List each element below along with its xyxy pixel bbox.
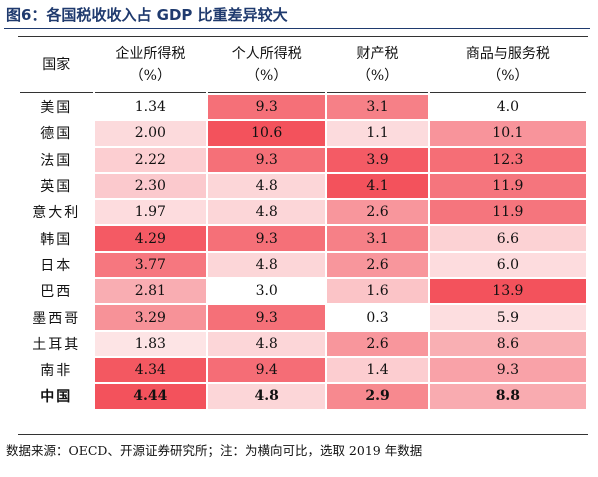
value-cell: 4.44: [94, 384, 207, 409]
table-row: 南非 4.34 9.4 1.4 9.3: [20, 357, 586, 383]
header-unit: （%）: [487, 68, 529, 84]
value-cell: 1.4: [327, 357, 428, 383]
value-cell: 3.9: [327, 147, 428, 172]
value-cell: 4.29: [94, 226, 207, 251]
value-cell: 4.8: [208, 200, 326, 225]
value-cell: 11.9: [429, 200, 586, 225]
country-cell: 南非: [40, 363, 73, 380]
column-header: 财产税 （%）: [327, 38, 428, 93]
value-cell: 4.8: [208, 173, 326, 199]
country-cell: 中国: [40, 389, 73, 406]
table-row: 日本 3.77 4.8 2.6 6.0: [20, 252, 586, 278]
value-cell: 0.3: [327, 305, 428, 330]
value-cell: 8.8: [429, 384, 586, 409]
table-bottom-rule: [18, 434, 588, 435]
value-cell: 10.6: [208, 121, 326, 146]
value-cell: 3.0: [208, 279, 326, 304]
table-row: 意大利 1.97 4.8 2.6 11.9: [20, 200, 586, 225]
country-cell: 法国: [40, 152, 73, 169]
value-cell: 4.8: [208, 252, 326, 278]
table-row: 巴西 2.81 3.0 1.6 13.9: [20, 279, 586, 304]
country-cell: 土耳其: [32, 336, 81, 353]
value-cell: 3.1: [327, 226, 428, 251]
value-cell: 2.30: [94, 173, 207, 199]
column-header: 个人所得税 （%）: [208, 38, 326, 93]
table-row: 美国 1.34 9.3 3.1 4.0: [20, 95, 586, 120]
header-name: 个人所得税: [231, 46, 302, 62]
value-cell: 4.0: [429, 95, 586, 120]
value-cell: 11.9: [429, 173, 586, 199]
header-row: 国家 企业所得税 （%） 个人所得税 （%） 财产税 （%） 商品与服务税 （%）: [20, 38, 586, 93]
value-cell: 2.22: [94, 147, 207, 172]
value-cell: 4.8: [208, 331, 326, 356]
column-header: 国家: [20, 38, 93, 93]
country-cell: 意大利: [32, 205, 81, 222]
value-cell: 1.97: [94, 200, 207, 225]
value-cell: 9.3: [208, 305, 326, 330]
value-cell: 9.3: [208, 147, 326, 172]
value-cell: 2.6: [327, 200, 428, 225]
value-cell: 2.9: [327, 384, 428, 409]
value-cell: 3.77: [94, 252, 207, 278]
table-row: 土耳其 1.83 4.8 2.6 8.6: [20, 331, 586, 356]
tax-table: 国家 企业所得税 （%） 个人所得税 （%） 财产税 （%） 商品与服务税 （%） 美国 1.34…: [18, 36, 588, 411]
header-name: 企业所得税: [115, 46, 186, 62]
table-row: 英国 2.30 4.8 4.1 11.9: [20, 173, 586, 199]
value-cell: 1.34: [94, 95, 207, 120]
table-row: 法国 2.22 9.3 3.9 12.3: [20, 147, 586, 172]
value-cell: 5.9: [429, 305, 586, 330]
value-cell: 2.6: [327, 331, 428, 356]
country-cell: 美国: [40, 100, 73, 117]
value-cell: 9.3: [429, 357, 586, 383]
value-cell: 9.3: [208, 226, 326, 251]
table-row: 墨西哥 3.29 9.3 0.3 5.9: [20, 305, 586, 330]
value-cell: 4.8: [208, 384, 326, 409]
value-cell: 2.00: [94, 121, 207, 146]
country-cell: 韩国: [40, 231, 73, 248]
table-top-rule: [18, 36, 588, 37]
value-cell: 2.81: [94, 279, 207, 304]
value-cell: 4.34: [94, 357, 207, 383]
table-row: 德国 2.00 10.6 1.1 10.1: [20, 121, 586, 146]
value-cell: 3.1: [327, 95, 428, 120]
value-cell: 1.83: [94, 331, 207, 356]
table-body: 美国 1.34 9.3 3.1 4.0 德国 2.00 10.6 1.1 10.1 法国 2.22 9.…: [20, 95, 586, 409]
value-cell: 12.3: [429, 147, 586, 172]
table-row: 韩国 4.29 9.3 3.1 6.6: [20, 226, 586, 251]
column-header: 商品与服务税 （%）: [429, 38, 586, 93]
country-cell: 墨西哥: [32, 310, 81, 327]
value-cell: 3.29: [94, 305, 207, 330]
value-cell: 9.4: [208, 357, 326, 383]
value-cell: 10.1: [429, 121, 586, 146]
value-cell: 9.3: [208, 95, 326, 120]
title-rule: [4, 28, 590, 29]
table-row: 中国 4.44 4.8 2.9 8.8: [20, 384, 586, 409]
header-name: 财产税: [356, 46, 399, 62]
value-cell: 6.0: [429, 252, 586, 278]
value-cell: 1.6: [327, 279, 428, 304]
figure-title: 图6：各国税收收入占 GDP 比重差异较大: [6, 6, 288, 24]
value-cell: 4.1: [327, 173, 428, 199]
value-cell: 8.6: [429, 331, 586, 356]
header-unit: （%）: [356, 68, 399, 84]
value-cell: 1.1: [327, 121, 428, 146]
value-cell: 13.9: [429, 279, 586, 304]
country-cell: 日本: [40, 257, 73, 274]
column-header: 企业所得税 （%）: [94, 38, 207, 93]
header-text: 国家: [42, 57, 71, 73]
value-cell: 6.6: [429, 226, 586, 251]
source-note: 数据来源：OECD、开源证券研究所；注：为横向可比，选取 2019 年数据: [6, 443, 423, 458]
country-cell: 英国: [40, 179, 73, 196]
header-unit: （%）: [129, 68, 171, 84]
header-unit: （%）: [246, 68, 288, 84]
country-cell: 巴西: [40, 284, 73, 301]
header-name: 商品与服务税: [465, 46, 550, 62]
value-cell: 2.6: [327, 252, 428, 278]
country-cell: 德国: [40, 126, 73, 143]
